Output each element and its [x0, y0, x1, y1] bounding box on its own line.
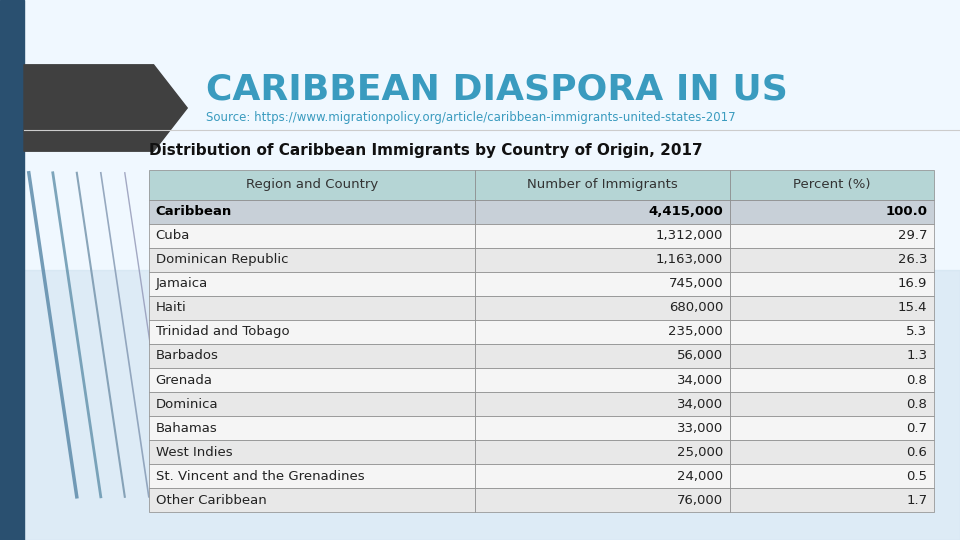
FancyBboxPatch shape	[730, 248, 934, 272]
Text: Bahamas: Bahamas	[156, 422, 217, 435]
FancyBboxPatch shape	[474, 440, 730, 464]
Text: Other Caribbean: Other Caribbean	[156, 494, 266, 507]
FancyBboxPatch shape	[730, 170, 934, 200]
FancyBboxPatch shape	[149, 320, 474, 344]
Text: 0.5: 0.5	[906, 470, 927, 483]
Text: Dominica: Dominica	[156, 397, 218, 410]
FancyBboxPatch shape	[474, 320, 730, 344]
FancyBboxPatch shape	[730, 320, 934, 344]
Text: 0.8: 0.8	[906, 374, 927, 387]
Text: Source: https://www.migrationpolicy.org/article/caribbean-immigrants-united-stat: Source: https://www.migrationpolicy.org/…	[206, 111, 736, 124]
Text: Distribution of Caribbean Immigrants by Country of Origin, 2017: Distribution of Caribbean Immigrants by …	[149, 143, 703, 158]
Text: Caribbean: Caribbean	[156, 205, 231, 218]
Text: 1,312,000: 1,312,000	[656, 230, 723, 242]
Text: 5.3: 5.3	[906, 326, 927, 339]
Text: 24,000: 24,000	[677, 470, 723, 483]
FancyBboxPatch shape	[730, 392, 934, 416]
Text: 34,000: 34,000	[677, 374, 723, 387]
FancyBboxPatch shape	[474, 368, 730, 392]
FancyBboxPatch shape	[474, 200, 730, 224]
FancyBboxPatch shape	[730, 224, 934, 248]
FancyBboxPatch shape	[474, 170, 730, 200]
Text: Grenada: Grenada	[156, 374, 212, 387]
FancyBboxPatch shape	[149, 296, 474, 320]
Text: 1,163,000: 1,163,000	[656, 253, 723, 266]
FancyBboxPatch shape	[149, 368, 474, 392]
FancyBboxPatch shape	[149, 464, 474, 488]
FancyBboxPatch shape	[730, 464, 934, 488]
FancyBboxPatch shape	[730, 344, 934, 368]
Text: Trinidad and Tobago: Trinidad and Tobago	[156, 326, 289, 339]
Text: Jamaica: Jamaica	[156, 278, 207, 291]
Text: 76,000: 76,000	[677, 494, 723, 507]
Text: Region and Country: Region and Country	[246, 178, 378, 192]
Text: Dominican Republic: Dominican Republic	[156, 253, 288, 266]
FancyBboxPatch shape	[149, 200, 474, 224]
FancyBboxPatch shape	[149, 272, 474, 296]
FancyBboxPatch shape	[730, 440, 934, 464]
Text: 235,000: 235,000	[668, 326, 723, 339]
FancyBboxPatch shape	[730, 296, 934, 320]
FancyBboxPatch shape	[149, 248, 474, 272]
FancyBboxPatch shape	[474, 464, 730, 488]
Text: 25,000: 25,000	[677, 446, 723, 458]
Text: 33,000: 33,000	[677, 422, 723, 435]
Polygon shape	[24, 65, 187, 151]
FancyBboxPatch shape	[474, 296, 730, 320]
FancyBboxPatch shape	[149, 392, 474, 416]
FancyBboxPatch shape	[730, 368, 934, 392]
Text: 26.3: 26.3	[898, 253, 927, 266]
Text: Haiti: Haiti	[156, 301, 186, 314]
Text: 15.4: 15.4	[898, 301, 927, 314]
Text: 56,000: 56,000	[677, 349, 723, 362]
FancyBboxPatch shape	[149, 488, 474, 512]
Text: 29.7: 29.7	[898, 230, 927, 242]
Text: 4,415,000: 4,415,000	[648, 205, 723, 218]
FancyBboxPatch shape	[149, 440, 474, 464]
Text: Barbados: Barbados	[156, 349, 218, 362]
Text: 100.0: 100.0	[885, 205, 927, 218]
FancyBboxPatch shape	[730, 416, 934, 440]
Text: St. Vincent and the Grenadines: St. Vincent and the Grenadines	[156, 470, 364, 483]
FancyBboxPatch shape	[474, 248, 730, 272]
FancyBboxPatch shape	[474, 416, 730, 440]
Text: 0.7: 0.7	[906, 422, 927, 435]
FancyBboxPatch shape	[474, 224, 730, 248]
Text: Number of Immigrants: Number of Immigrants	[527, 178, 678, 192]
Text: 16.9: 16.9	[898, 278, 927, 291]
Text: 0.6: 0.6	[906, 446, 927, 458]
Text: 1.3: 1.3	[906, 349, 927, 362]
Text: Cuba: Cuba	[156, 230, 190, 242]
Text: 745,000: 745,000	[668, 278, 723, 291]
Bar	[0, 270, 960, 540]
FancyBboxPatch shape	[474, 344, 730, 368]
FancyBboxPatch shape	[730, 200, 934, 224]
FancyBboxPatch shape	[149, 416, 474, 440]
FancyBboxPatch shape	[149, 224, 474, 248]
Text: 34,000: 34,000	[677, 397, 723, 410]
Text: West Indies: West Indies	[156, 446, 232, 458]
FancyBboxPatch shape	[474, 392, 730, 416]
FancyBboxPatch shape	[474, 488, 730, 512]
FancyBboxPatch shape	[730, 488, 934, 512]
Text: 1.7: 1.7	[906, 494, 927, 507]
FancyBboxPatch shape	[474, 272, 730, 296]
FancyBboxPatch shape	[730, 272, 934, 296]
Text: 0.8: 0.8	[906, 397, 927, 410]
Text: CARIBBEAN DIASPORA IN US: CARIBBEAN DIASPORA IN US	[206, 73, 788, 107]
Text: Percent (%): Percent (%)	[793, 178, 871, 192]
FancyBboxPatch shape	[149, 344, 474, 368]
FancyBboxPatch shape	[149, 170, 474, 200]
Text: 680,000: 680,000	[669, 301, 723, 314]
Bar	[0, 0, 24, 540]
